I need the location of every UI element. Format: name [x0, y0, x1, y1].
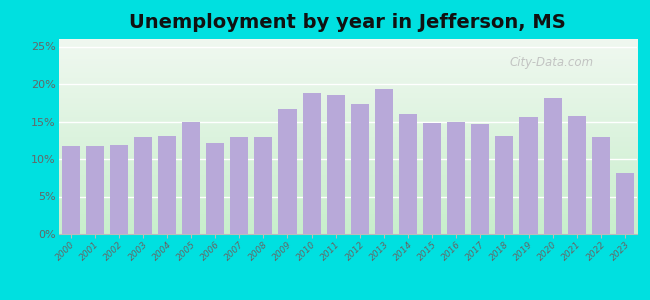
- Bar: [62, 146, 79, 234]
- Bar: [423, 123, 441, 234]
- Bar: [399, 114, 417, 234]
- Bar: [302, 93, 320, 234]
- Title: Unemployment by year in Jefferson, MS: Unemployment by year in Jefferson, MS: [129, 13, 566, 32]
- Bar: [158, 136, 176, 234]
- Bar: [471, 124, 489, 234]
- Bar: [110, 145, 128, 234]
- Bar: [616, 172, 634, 234]
- Bar: [254, 136, 272, 234]
- Bar: [134, 136, 152, 234]
- Bar: [375, 88, 393, 234]
- Bar: [447, 122, 465, 234]
- Bar: [543, 98, 562, 234]
- Bar: [327, 94, 344, 234]
- Bar: [182, 122, 200, 234]
- Text: City-Data.com: City-Data.com: [510, 56, 594, 69]
- Bar: [230, 136, 248, 234]
- Bar: [86, 146, 104, 234]
- Bar: [351, 104, 369, 234]
- Bar: [519, 117, 538, 234]
- Bar: [278, 109, 296, 234]
- Bar: [567, 116, 586, 234]
- Bar: [495, 136, 514, 234]
- Bar: [206, 143, 224, 234]
- Bar: [592, 136, 610, 234]
